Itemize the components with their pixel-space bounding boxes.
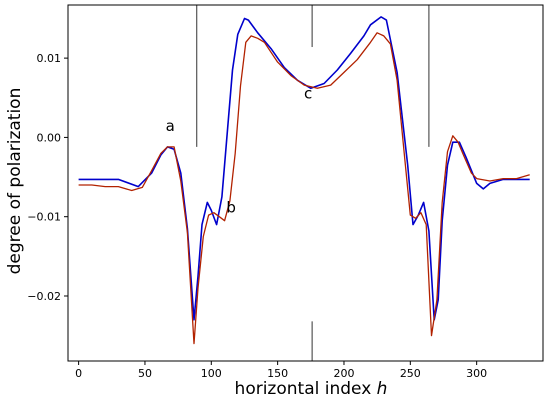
axes: 0 50 100 150 200 250 300 −0.02 −0.01 0.00 0.01 xyxy=(27,4,544,380)
x-tick-label: 300 xyxy=(466,367,487,380)
y-tick-label: 0.00 xyxy=(37,131,62,144)
series-line-2 xyxy=(78,32,530,345)
x-tick-label: 200 xyxy=(333,367,354,380)
plot-frame xyxy=(67,4,544,362)
x-tick-label: 250 xyxy=(400,367,421,380)
x-tick-label: 0 xyxy=(75,367,82,380)
plot-area: a b c xyxy=(78,5,530,361)
x-tick-label: 50 xyxy=(138,367,152,380)
series-line-1 xyxy=(78,16,530,321)
y-tick-label: −0.01 xyxy=(27,211,61,224)
x-tick-label: 100 xyxy=(201,367,222,380)
annotation-c: c xyxy=(304,85,312,103)
annotation-a: a xyxy=(166,117,175,135)
y-axis-label: degree of polarization xyxy=(5,88,25,275)
y-tick-label: −0.02 xyxy=(27,290,61,303)
x-tick-label: 150 xyxy=(267,367,288,380)
annotation-b: b xyxy=(226,199,236,217)
y-tick-label: 0.01 xyxy=(37,52,62,65)
x-axis-label: horizontal index h xyxy=(235,379,388,399)
